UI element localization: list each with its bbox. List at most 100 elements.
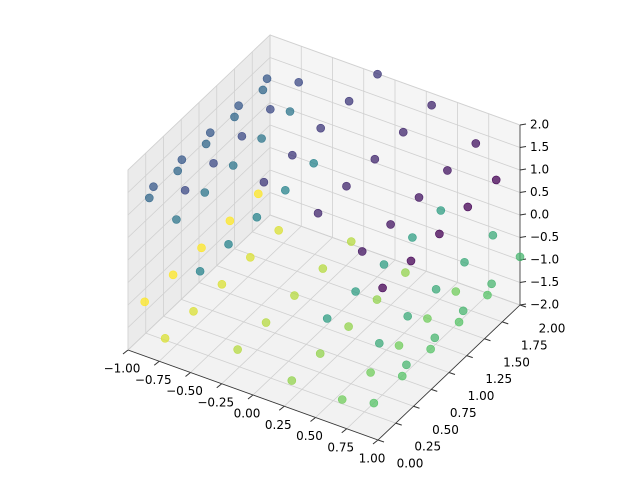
x-tick [247, 394, 254, 400]
y-tick [377, 439, 385, 443]
point [357, 247, 367, 256]
point [366, 368, 375, 377]
x-tick [153, 360, 160, 366]
x-tick-label: −0.25 [197, 395, 234, 409]
axis-line [127, 349, 379, 441]
point [209, 158, 218, 168]
grid-line [252, 231, 503, 323]
y-tick-label: 0.00 [397, 457, 424, 471]
point [257, 134, 266, 143]
point [454, 317, 464, 327]
x-tick [216, 383, 223, 389]
z-tick [519, 146, 527, 148]
point [294, 77, 304, 87]
point [463, 202, 473, 212]
y-tick [484, 338, 491, 342]
point [402, 360, 411, 370]
point [280, 185, 290, 195]
point [408, 233, 417, 242]
x-tick-label: 0.50 [296, 429, 323, 443]
x-tick-label: 1.00 [359, 452, 386, 466]
y-tick [395, 422, 402, 426]
point [471, 139, 481, 148]
point [403, 311, 413, 321]
z-tick-label: 2.0 [530, 118, 549, 132]
point [443, 166, 452, 175]
y-tick-label: 2.00 [539, 322, 566, 336]
point [373, 69, 382, 79]
point [173, 166, 182, 176]
grid-line [216, 265, 467, 357]
y-tick [413, 405, 420, 409]
grid-line [269, 34, 521, 126]
point [180, 185, 190, 195]
point [253, 189, 263, 199]
z-tick-label: 1.5 [530, 140, 549, 154]
grid-line [127, 124, 271, 261]
y-tick [431, 388, 438, 392]
z-tick [519, 303, 527, 306]
point [401, 268, 410, 277]
z-tick-label: −1.5 [530, 275, 559, 289]
z-tick [519, 191, 527, 193]
grid-line [127, 147, 271, 283]
point [234, 101, 243, 110]
grid-line [127, 57, 271, 193]
point [217, 279, 227, 289]
point [290, 291, 299, 300]
grid-line [163, 315, 414, 407]
point [487, 279, 496, 289]
point [225, 216, 235, 226]
point [430, 333, 440, 343]
point [397, 371, 407, 381]
x-tick-label: −0.75 [135, 373, 172, 387]
point [160, 333, 170, 343]
point [149, 182, 158, 191]
point [483, 290, 492, 300]
z-tick-label: 1.0 [530, 163, 549, 177]
point [309, 158, 319, 168]
z-tick-label: −0.5 [530, 230, 559, 244]
point [337, 395, 347, 404]
y-tick [448, 372, 456, 375]
point [200, 188, 210, 197]
point [258, 85, 268, 95]
point [379, 260, 389, 269]
point [344, 96, 354, 106]
grid-line [234, 248, 485, 340]
point [145, 193, 154, 203]
point [313, 208, 323, 218]
grid-line [127, 214, 271, 351]
grid-line [127, 102, 271, 238]
y-tick-label: 1.75 [521, 338, 548, 352]
point [318, 264, 328, 273]
point [228, 161, 238, 170]
point [189, 306, 198, 316]
x-tick [310, 417, 316, 422]
point [287, 376, 297, 385]
y-tick-label: 0.50 [432, 423, 459, 437]
y-tick-label: 0.25 [414, 440, 441, 454]
point [201, 139, 211, 149]
point [426, 344, 435, 354]
z-tick [519, 213, 527, 216]
point [315, 349, 325, 358]
point [246, 252, 255, 262]
point [195, 266, 205, 276]
point [491, 175, 501, 185]
point [265, 104, 275, 114]
y-tick-label: 1.00 [468, 389, 495, 403]
x-tick-label: 0.75 [327, 440, 354, 454]
point [237, 131, 247, 141]
point [252, 212, 262, 222]
grid-line [269, 214, 521, 306]
point [351, 287, 360, 296]
z-tick-label: −2.0 [530, 298, 559, 312]
point [378, 283, 387, 293]
point [224, 239, 233, 249]
grid-line [269, 169, 521, 261]
x-tick [278, 405, 285, 411]
point [230, 112, 239, 122]
point [451, 287, 461, 296]
